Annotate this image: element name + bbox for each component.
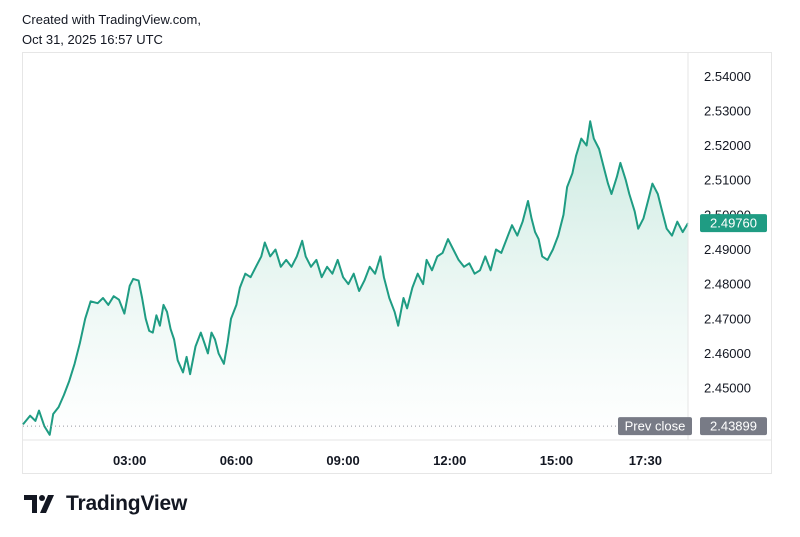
y-tick-label: 2.54000 [704, 69, 751, 84]
y-tick-label: 2.52000 [704, 138, 751, 153]
x-tick-label: 09:00 [326, 453, 359, 468]
y-tick-label: 2.49000 [704, 242, 751, 257]
x-tick-label: 17:30 [629, 453, 662, 468]
x-tick-label: 03:00 [113, 453, 146, 468]
x-tick-label: 12:00 [433, 453, 466, 468]
x-tick-label: 06:00 [220, 453, 253, 468]
y-tick-label: 2.46000 [704, 346, 751, 361]
last-price-badge [700, 214, 767, 233]
price-chart[interactable]: 2.450002.460002.470002.480002.490002.500… [0, 0, 800, 480]
last-price-label: 2.49760 [710, 216, 757, 231]
brand-name: TradingView [66, 492, 188, 515]
price-line[interactable] [22, 120, 689, 436]
prev-close-value: 2.43899 [710, 419, 757, 434]
tradingview-brand[interactable]: TradingView [24, 492, 187, 516]
prev-close-badge [700, 417, 767, 436]
y-tick-label: 2.47000 [704, 311, 751, 326]
y-tick-label: 2.51000 [704, 173, 751, 188]
prev-close-text: Prev close [625, 419, 686, 434]
created-with-text: Created with TradingView.com, [22, 12, 201, 27]
y-tick-label: 2.45000 [704, 381, 751, 396]
x-tick-label: 15:00 [540, 453, 573, 468]
snapshot-timestamp: Oct 31, 2025 16:57 UTC [22, 32, 163, 47]
y-tick-label: 2.48000 [704, 277, 751, 292]
prev-close-tag [618, 417, 692, 436]
y-tick-label: 2.53000 [704, 103, 751, 118]
tv-logo-icon [24, 495, 54, 513]
chart-frame [22, 52, 772, 474]
